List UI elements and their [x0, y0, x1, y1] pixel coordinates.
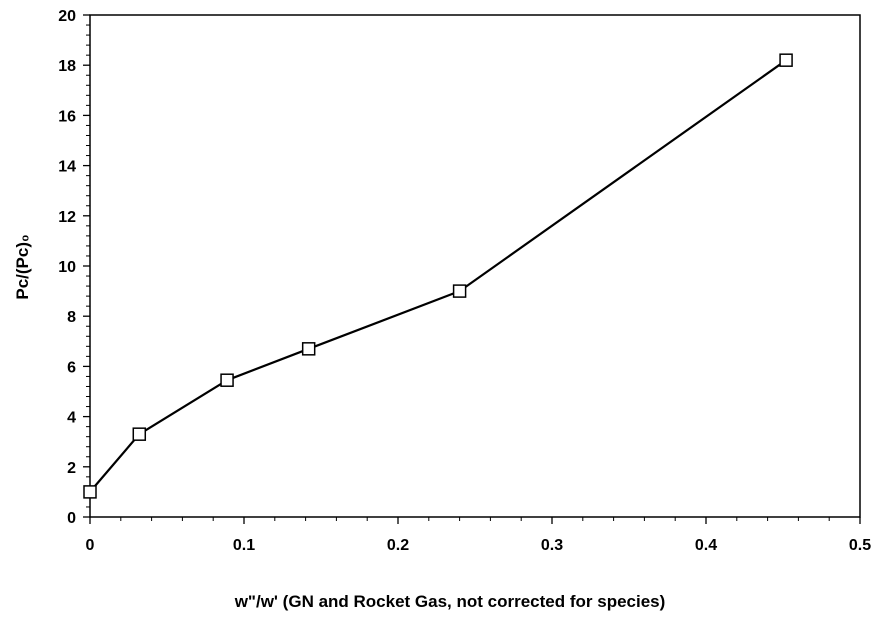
- x-tick-label: 0.2: [387, 537, 409, 554]
- x-axis-ticks: [89, 517, 861, 524]
- y-axis-ticks: [83, 14, 90, 518]
- x-axis-tick-labels: 0 0.1 0.2 0.3 0.4 0.5: [86, 537, 872, 554]
- data-point-marker: [452, 284, 467, 298]
- y-tick-label: 16: [58, 108, 76, 125]
- data-point-marker: [779, 53, 793, 67]
- x-tick-label: 0.3: [541, 537, 563, 554]
- data-point-marker: [220, 373, 234, 387]
- y-tick-label: 6: [67, 359, 76, 376]
- y-tick-label: 8: [67, 309, 76, 326]
- y-tick-label: 18: [58, 58, 76, 75]
- y-axis-tick-labels: 0 2 4 6 8 10 12 14 16 18 20: [58, 8, 76, 527]
- x-axis-title: w"/w' (GN and Rocket Gas, not corrected …: [234, 592, 666, 611]
- y-tick-label: 14: [58, 159, 76, 176]
- series-group: [83, 53, 793, 499]
- data-point-marker: [301, 342, 316, 356]
- data-point-marker: [132, 427, 147, 441]
- y-tick-label: 4: [67, 410, 76, 427]
- y-axis-title: Pc/(Pc)₀: [13, 234, 32, 299]
- y-tick-label: 12: [58, 209, 76, 226]
- y-tick-label: 20: [58, 8, 76, 25]
- y-tick-label: 2: [67, 460, 76, 477]
- y-tick-label: 10: [58, 259, 76, 276]
- x-tick-label: 0.4: [695, 537, 717, 554]
- x-tick-label: 0.5: [849, 537, 871, 554]
- series-line: [89, 59, 787, 493]
- x-tick-label: 0.1: [233, 537, 255, 554]
- y-tick-label: 0: [67, 510, 76, 527]
- data-point-marker: [83, 485, 97, 499]
- x-tick-label: 0: [86, 537, 95, 554]
